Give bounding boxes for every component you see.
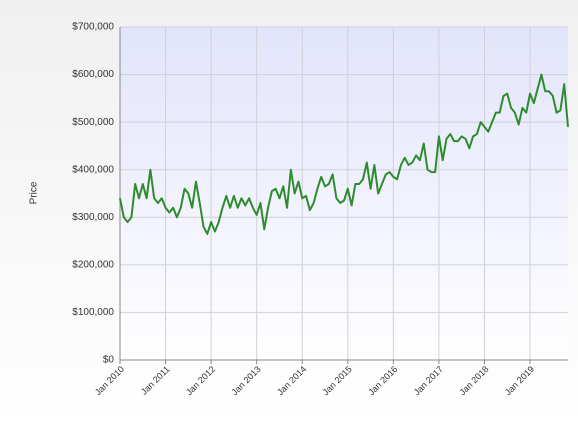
line-series [119,73,569,235]
y-tick-label: $600,000 [72,69,114,80]
y-tick-label: $400,000 [72,164,114,175]
y-tick-label: $0 [103,355,115,366]
y-tick-label: $500,000 [72,117,114,128]
y-tick-label: $300,000 [72,212,114,223]
y-axis-label: Price [29,181,40,204]
y-tick-label: $100,000 [72,307,114,318]
y-tick-label: $200,000 [72,259,114,270]
y-tick-label: $700,000 [72,22,114,33]
